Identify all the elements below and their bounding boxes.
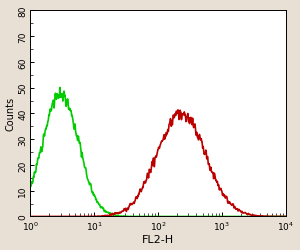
- X-axis label: FL2-H: FL2-H: [142, 234, 174, 244]
- Y-axis label: Counts: Counts: [6, 97, 16, 131]
